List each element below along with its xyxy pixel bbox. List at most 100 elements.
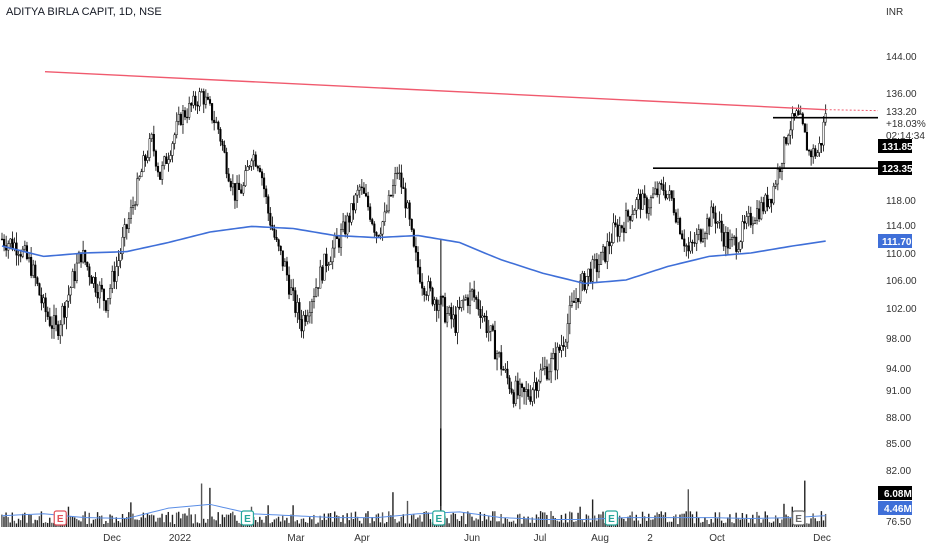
candle-body (125, 224, 128, 229)
candle-body (69, 287, 72, 296)
volume-bar (589, 522, 592, 527)
candle-body (516, 380, 519, 396)
volume-bar (128, 512, 130, 527)
candle-body (726, 232, 729, 249)
volume-bar (223, 517, 226, 527)
candle-body (277, 239, 280, 247)
volume-bar (812, 513, 814, 527)
candle-body (676, 218, 680, 223)
volume-bar (196, 522, 199, 527)
candle-body (258, 167, 261, 172)
volume-bar (604, 523, 606, 527)
volume-bar (400, 516, 402, 527)
candle-body (697, 229, 700, 235)
volume-bar (36, 520, 38, 527)
candle-body (491, 325, 494, 331)
candle-body (410, 219, 413, 230)
volume-bar (9, 522, 11, 527)
candle-body (373, 223, 376, 233)
candle-body (269, 212, 272, 226)
volume-bar (483, 513, 486, 527)
volume-bar (594, 515, 596, 527)
volume-bar (15, 523, 18, 527)
volume-bar (304, 522, 307, 527)
volume-bar (824, 513, 827, 527)
candle-body (755, 208, 759, 221)
volume-bar (105, 521, 107, 527)
candle-body (267, 196, 270, 214)
volume-bar (78, 520, 80, 527)
candle-body (369, 206, 372, 220)
time-axis[interactable]: Dec 2022 Mar Apr Jun Jul Aug 2 Oct Dec (103, 533, 831, 544)
candle-body (816, 152, 819, 157)
volume-bar (327, 513, 330, 527)
volume-bar (396, 522, 398, 527)
candle-body (443, 297, 447, 323)
candle-body (531, 389, 534, 402)
volume-bar (758, 515, 760, 527)
volume-bar (111, 515, 113, 527)
candle-body (820, 143, 823, 146)
candle-body (231, 183, 234, 188)
volume-ma-badge: 4.46M (878, 501, 912, 515)
volume-bar (517, 514, 519, 527)
candle-body (317, 287, 320, 289)
price-tick-label: 76.50 (886, 517, 911, 528)
volume-bar (402, 514, 405, 527)
candle-body (3, 238, 6, 246)
earnings-event-marker[interactable]: E (604, 510, 619, 526)
candle-body (554, 353, 557, 371)
volume-bar (423, 511, 425, 527)
candle-body (791, 113, 794, 131)
candle-body (560, 345, 563, 351)
volume-bar (342, 515, 344, 527)
candle-body (238, 182, 241, 190)
candle-body (641, 193, 644, 210)
candle-body (558, 346, 561, 351)
volume-bar (698, 518, 700, 527)
volume-bar (552, 515, 554, 527)
volume-bar (695, 511, 698, 527)
candle-body (192, 95, 195, 106)
earnings-event-marker[interactable]: E (53, 510, 67, 526)
candle-body (547, 371, 551, 380)
volume-bar (558, 521, 561, 527)
candle-body (595, 259, 598, 273)
volume-bar (691, 514, 694, 527)
candle-body (543, 366, 546, 369)
candle-body (649, 197, 653, 209)
candle-body (529, 396, 532, 402)
volume-bar (26, 522, 28, 527)
volume-bar (643, 516, 646, 527)
candle-body (115, 266, 118, 282)
candle-body (127, 218, 130, 229)
trendline[interactable] (44, 70, 826, 111)
last-price-label: 133.20 (886, 107, 917, 118)
volume-bar (487, 516, 490, 527)
volume-bar (573, 521, 575, 527)
candle-body (227, 173, 230, 182)
candle-body (722, 232, 725, 247)
volume-bar (627, 516, 629, 527)
candle-body (396, 172, 399, 175)
candle-body (59, 324, 62, 336)
candle-body (406, 202, 409, 209)
volume-bar (358, 520, 361, 527)
price-tick-label: 136.00 (886, 89, 917, 100)
earnings-event-marker[interactable]: E (432, 510, 446, 526)
volume-bar (375, 514, 377, 527)
volume-bar (317, 522, 319, 527)
earnings-event-marker[interactable]: E (792, 510, 806, 526)
candle-body (608, 241, 611, 247)
candle-body (612, 222, 615, 243)
volume-bar (467, 511, 469, 527)
candle-body (159, 171, 162, 180)
time-tick-label: Jul (534, 533, 547, 544)
earnings-event-marker[interactable]: E (240, 510, 255, 526)
volume-bar (107, 522, 109, 527)
candle-body (61, 305, 64, 326)
volume-bar (269, 523, 271, 527)
candle-body (637, 193, 640, 200)
